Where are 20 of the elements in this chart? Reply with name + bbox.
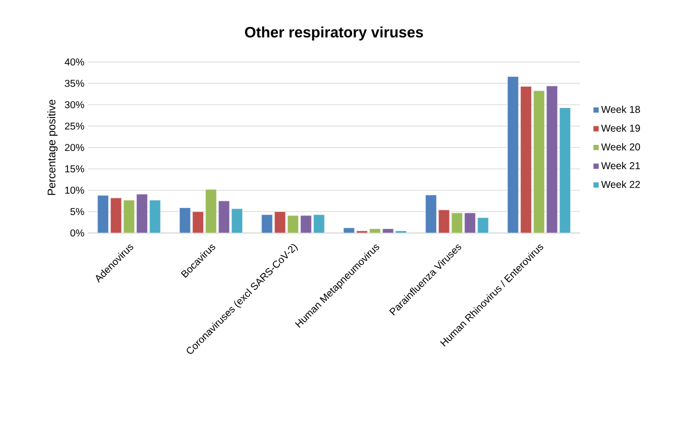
legend-label: Week 20 [601,143,640,150]
bar [205,189,217,233]
y-tick-label: 0% [70,229,84,237]
y-axis-title: Percentage positive [47,100,58,195]
y-tick-label: 5% [70,208,84,216]
y-tick-label: 30% [64,101,84,108]
y-tick-label: 10% [65,186,84,194]
legend-label: Week 21 [601,162,640,170]
y-tick-label: 25% [64,122,84,130]
bar [533,90,545,233]
bar [520,86,532,233]
legend-label: Week 18 [601,106,640,113]
y-tick-label: 20% [64,144,84,152]
y-tick-label: 40% [64,58,84,66]
chart-title: Other respiratory viruses [244,26,423,40]
legend-label: Week 19 [601,124,640,132]
y-tick-label: 15% [65,165,84,172]
legend-label: Week 22 [601,180,640,188]
bar [507,76,519,233]
y-tick-label: 35% [64,80,84,87]
